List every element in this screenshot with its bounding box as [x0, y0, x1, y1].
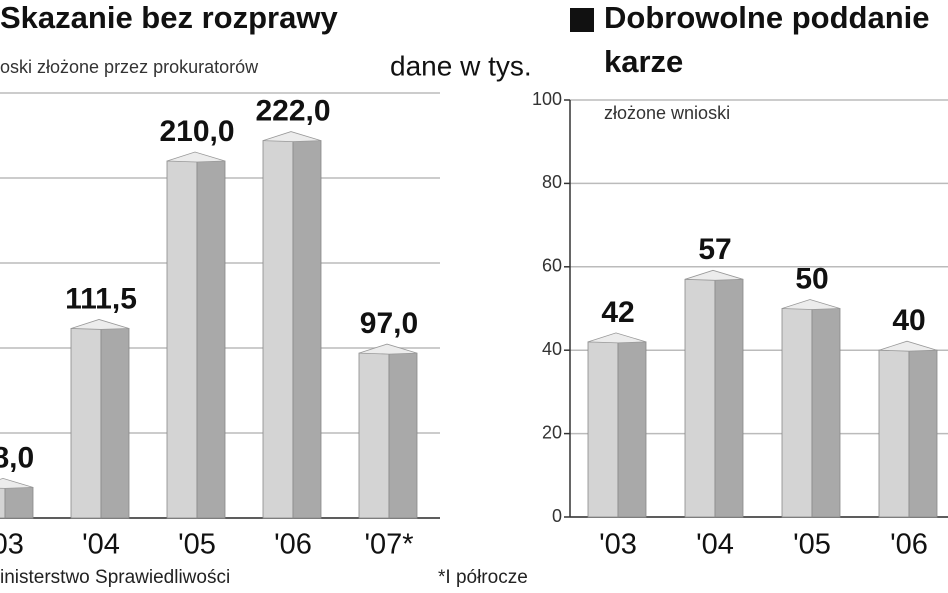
bar-top	[587, 332, 647, 344]
x-tick-label: '07*	[364, 529, 413, 561]
bar	[166, 151, 226, 519]
bar	[0, 477, 34, 519]
bar-side	[4, 486, 34, 519]
bar-side	[908, 349, 938, 518]
bar-top	[878, 340, 938, 352]
bar-top	[262, 131, 322, 143]
chart-title: Dobrowolne poddanie	[604, 0, 930, 35]
chart-subtitle: oski złożone przez prokuratorów	[0, 57, 259, 77]
data-label: 40	[892, 304, 925, 337]
data-label: 18,0	[0, 441, 34, 474]
x-tick-label: '05	[793, 529, 831, 561]
x-tick-label: '04	[82, 529, 120, 561]
bar-front	[587, 341, 619, 518]
bar	[781, 299, 841, 518]
bar-top	[684, 269, 744, 281]
bar	[587, 332, 647, 518]
x-tick-label: '03	[0, 529, 24, 561]
chart-title: Skazanie bez rozprawy	[0, 0, 338, 35]
y-tick-label: 80	[542, 172, 562, 192]
bar-top	[166, 151, 226, 163]
source: inisterstwo Sprawiedliwości	[0, 567, 230, 588]
y-tick-label: 0	[552, 506, 562, 526]
bar-top	[358, 343, 418, 355]
x-tick-label: '05	[178, 529, 216, 561]
unit-label: dane w tys.	[390, 50, 532, 81]
bar-top	[781, 299, 841, 310]
y-tick-label: 40	[542, 339, 562, 359]
data-label: 111,5	[65, 282, 137, 315]
x-tick-label: '06	[274, 529, 312, 561]
bar-side	[196, 160, 226, 519]
y-tick-label: 100	[532, 89, 562, 109]
footnote: *I półrocze	[438, 567, 528, 588]
data-label: 57	[698, 233, 731, 266]
bar-top	[70, 319, 130, 330]
bar-front	[878, 349, 910, 518]
x-tick-label: '04	[696, 529, 734, 561]
data-label: 50	[795, 262, 828, 295]
bar-side	[388, 352, 418, 519]
bar-side	[811, 308, 841, 518]
bar-top	[0, 477, 34, 489]
bar-side	[714, 278, 744, 518]
chart-title: karze	[604, 44, 683, 79]
bar-front	[166, 160, 198, 519]
bar	[358, 343, 418, 519]
y-tick-label: 60	[542, 256, 562, 276]
bar-front	[684, 278, 716, 518]
bar	[70, 319, 130, 519]
bar-front	[781, 308, 813, 518]
bar	[684, 269, 744, 518]
y-tick-label: 20	[542, 422, 562, 442]
data-label: 210,0	[159, 115, 234, 148]
bar-front	[358, 352, 390, 519]
bar-front	[70, 328, 102, 519]
bar	[878, 340, 938, 518]
data-label: 97,0	[360, 307, 418, 340]
chart-subtitle: złożone wnioski	[604, 103, 730, 123]
x-tick-label: '06	[890, 529, 928, 561]
x-tick-label: '03	[599, 529, 637, 561]
bar-side	[292, 140, 322, 519]
data-label: 222,0	[255, 95, 330, 128]
data-label: 42	[601, 296, 634, 329]
bar-side	[617, 341, 647, 518]
bar	[262, 131, 322, 519]
bar-side	[100, 328, 130, 519]
bar-front	[0, 486, 6, 519]
bar-front	[262, 140, 294, 519]
title-marker	[570, 8, 594, 32]
